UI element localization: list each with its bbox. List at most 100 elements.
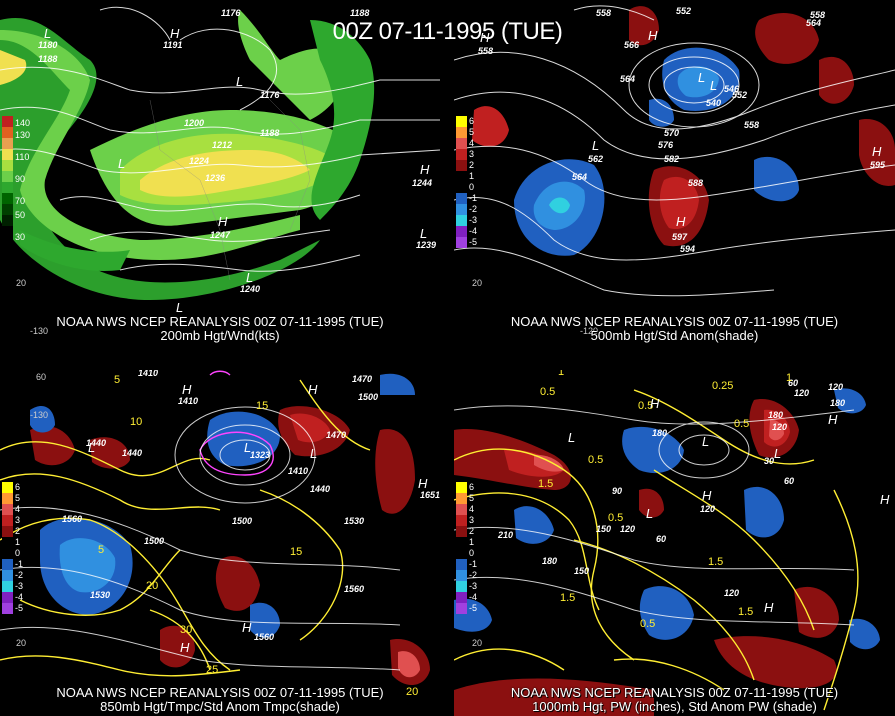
contour-label: 1236 xyxy=(205,173,226,183)
pw-label: 0.5 xyxy=(640,618,656,630)
contour-label: 1440 xyxy=(122,448,143,458)
contour-label: 1530 xyxy=(90,590,111,600)
contour-label: 595 xyxy=(870,160,886,170)
colorbar-anom-pw xyxy=(456,482,467,614)
contour-label: 210 xyxy=(498,530,514,540)
temp-label: 20 xyxy=(146,580,159,592)
cb-label: -3 xyxy=(469,581,478,591)
center-mark: H xyxy=(418,476,428,491)
colorbar-anom-500 xyxy=(456,116,467,248)
contour-label: 582 xyxy=(664,154,680,164)
contour-label: 180 xyxy=(652,428,668,438)
contour-label: 180 xyxy=(830,398,846,408)
contour-label: 558 xyxy=(810,10,826,20)
contour-label: 120 xyxy=(724,588,740,598)
contour-label: 1191 xyxy=(163,40,183,50)
cb-label: -1 xyxy=(469,193,478,203)
pw-label: 1.5 xyxy=(738,606,754,618)
temp-label: 20 xyxy=(406,686,419,698)
lon-label: -130 xyxy=(30,410,49,420)
contour-label: 1176 xyxy=(221,8,241,18)
cb-label: 6 xyxy=(15,482,21,492)
center-mark: H xyxy=(308,382,318,397)
contour-label: 150 xyxy=(596,524,612,534)
cb-label: 4 xyxy=(469,504,475,514)
lon-label: 20 xyxy=(16,278,27,288)
contour-label: 558 xyxy=(478,46,494,56)
contour-label: 558 xyxy=(744,120,760,130)
contour-label: 150 xyxy=(574,566,590,576)
contour-label: 30 xyxy=(764,456,775,466)
center-mark: H xyxy=(242,620,252,635)
panel-caption-line1: NOAA NWS NCEP REANALYSIS 00Z 07-11-1995 … xyxy=(510,314,839,329)
contour-label: 552 xyxy=(676,6,692,16)
lon-label: -130 xyxy=(30,326,49,336)
cb-label: 1 xyxy=(469,171,475,181)
contour-label: 552 xyxy=(732,90,748,100)
cb-label: 70 xyxy=(15,196,26,206)
contour-label: 1530 xyxy=(344,516,365,526)
contour-label: 120 xyxy=(794,388,810,398)
contour-label: 120 xyxy=(828,382,844,392)
panel-200mb: 140 130 110 90 70 50 30 1176 1188 1191 1… xyxy=(0,0,440,345)
contour-label: 1323 xyxy=(250,450,271,460)
cb-label: 140 xyxy=(15,118,31,128)
center-mark: H xyxy=(420,162,430,177)
temp-label: 5 xyxy=(98,544,105,556)
center-mark: L xyxy=(646,506,654,521)
contour-label: 1651 xyxy=(420,490,440,500)
cb-label: -4 xyxy=(15,592,24,602)
colorbar-wind xyxy=(2,116,13,248)
contour-label: 1200 xyxy=(184,118,205,128)
cb-label: -3 xyxy=(15,581,24,591)
pw-label: 0.5 xyxy=(540,386,556,398)
contour-label: 1410 xyxy=(178,396,199,406)
cb-label: 30 xyxy=(15,232,26,242)
contour-label: 588 xyxy=(688,178,704,188)
map-500mb xyxy=(454,5,895,297)
contour-label: 90 xyxy=(612,486,623,496)
contour-label: 1188 xyxy=(38,54,58,64)
map-850mb xyxy=(0,370,430,686)
contour-label: 120 xyxy=(620,524,636,534)
contour-label: 1470 xyxy=(352,374,373,384)
cb-label: 110 xyxy=(15,152,30,162)
lon-label: -120 xyxy=(580,326,599,336)
center-mark: H xyxy=(648,28,658,43)
cb-label: -2 xyxy=(469,204,478,214)
center-mark: L xyxy=(310,446,318,461)
center-mark: H xyxy=(872,144,882,159)
panel-850mb: 6 5 4 3 2 1 0 -1 -2 -3 -4 -5 1410 1440 1… xyxy=(0,370,440,716)
contour-label: 180 xyxy=(542,556,558,566)
center-mark: L xyxy=(44,26,52,41)
cb-label: 130 xyxy=(15,130,31,140)
contour-label: 1440 xyxy=(86,438,107,448)
cb-label: -5 xyxy=(469,237,478,247)
contour-label: 1500 xyxy=(144,536,165,546)
pw-label: 0.5 xyxy=(638,400,654,412)
contour-label: 562 xyxy=(588,154,604,164)
contour-label: 120 xyxy=(700,504,716,514)
contour-label: 1560 xyxy=(62,514,83,524)
center-mark: L xyxy=(698,70,706,85)
contour-label: 1560 xyxy=(254,632,275,642)
lon-label: 20 xyxy=(472,278,483,288)
contour-label: 1180 xyxy=(38,40,58,50)
temp-label: 15 xyxy=(290,546,303,558)
panel-1000mb: 6 5 4 3 2 1 0 -1 -2 -3 -4 -5 60 120 180 … xyxy=(454,370,895,716)
contour-label: 1224 xyxy=(189,156,210,166)
temp-label: 25 xyxy=(206,664,219,676)
contour-label: 1560 xyxy=(344,584,365,594)
cb-label: 0 xyxy=(15,548,21,558)
panel-caption-line1: NOAA NWS NCEP REANALYSIS 00Z 07-11-1995 … xyxy=(510,685,839,700)
temp-label: 10 xyxy=(130,416,143,428)
cb-label: -1 xyxy=(15,559,24,569)
cb-label: 2 xyxy=(469,160,475,170)
contour-label: 570 xyxy=(664,128,680,138)
contour-label: 60 xyxy=(788,378,799,388)
panel-caption-line2: 850mb Hgt/Tmpc/Std Anom Tmpc(shade) xyxy=(100,699,340,714)
contour-label: 564 xyxy=(620,74,636,84)
contour-label: 1240 xyxy=(240,284,261,294)
contour-label: 1500 xyxy=(358,392,379,402)
center-mark: H xyxy=(170,26,180,41)
